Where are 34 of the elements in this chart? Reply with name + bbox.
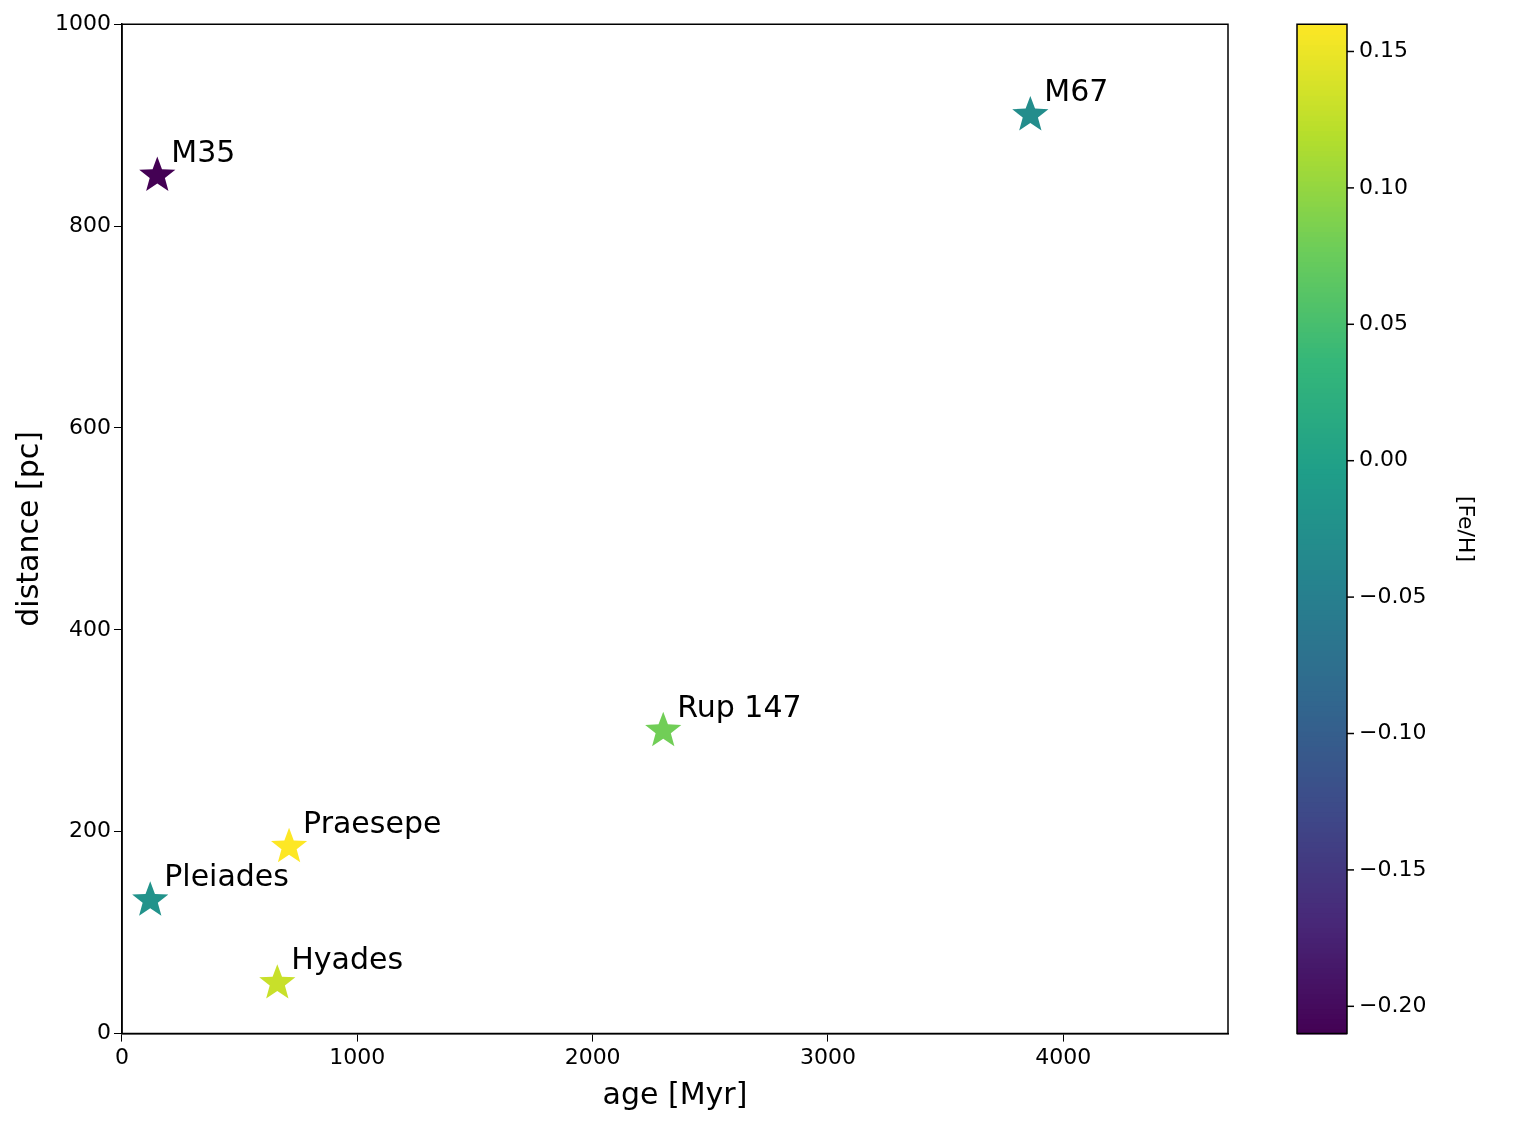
y-tick-label: 400 xyxy=(68,615,111,641)
x-axis-title: age [Myr] xyxy=(602,1075,748,1111)
color-bar-label: −0.15 xyxy=(1359,855,1427,881)
annotation: M67 xyxy=(1044,73,1109,109)
point xyxy=(132,881,169,916)
x-tick-label: 4000 xyxy=(1035,1043,1092,1069)
color-bar-label: 0.15 xyxy=(1359,37,1408,63)
annotation: Rup 147 xyxy=(677,688,802,724)
annotation: M35 xyxy=(171,133,236,169)
x-tick-label: 3000 xyxy=(799,1043,856,1069)
y-tick-label: 1000 xyxy=(54,9,111,35)
y-tick-label: 800 xyxy=(68,211,111,237)
color-bar-label: −0.20 xyxy=(1359,992,1427,1018)
point xyxy=(259,964,296,999)
color-bar-label: 0.05 xyxy=(1359,310,1408,336)
point xyxy=(645,711,682,747)
y-tick-label: 600 xyxy=(68,413,111,439)
color-bar-label: 0.00 xyxy=(1359,446,1408,472)
annotation: Pleiades xyxy=(164,858,289,894)
x-tick-label: 1000 xyxy=(329,1043,386,1069)
y-axis-title: distance [pc] xyxy=(9,431,45,627)
color-bar-label: −0.05 xyxy=(1359,582,1427,608)
y-tick-label: 200 xyxy=(68,817,111,843)
y-tick-label: 0 xyxy=(96,1019,111,1045)
point xyxy=(1012,96,1049,131)
color-bar-label: −0.10 xyxy=(1359,719,1427,745)
color-bar-label: 0.10 xyxy=(1359,173,1408,199)
x-tick-label: 2000 xyxy=(564,1043,621,1069)
color-bar-title: [Fe/H] xyxy=(1454,495,1480,562)
x-tick-label: 0 xyxy=(114,1043,129,1069)
point xyxy=(271,827,308,863)
point xyxy=(139,156,176,191)
annotation: Hyades xyxy=(291,941,404,977)
annotation: Praesepe xyxy=(303,804,442,840)
